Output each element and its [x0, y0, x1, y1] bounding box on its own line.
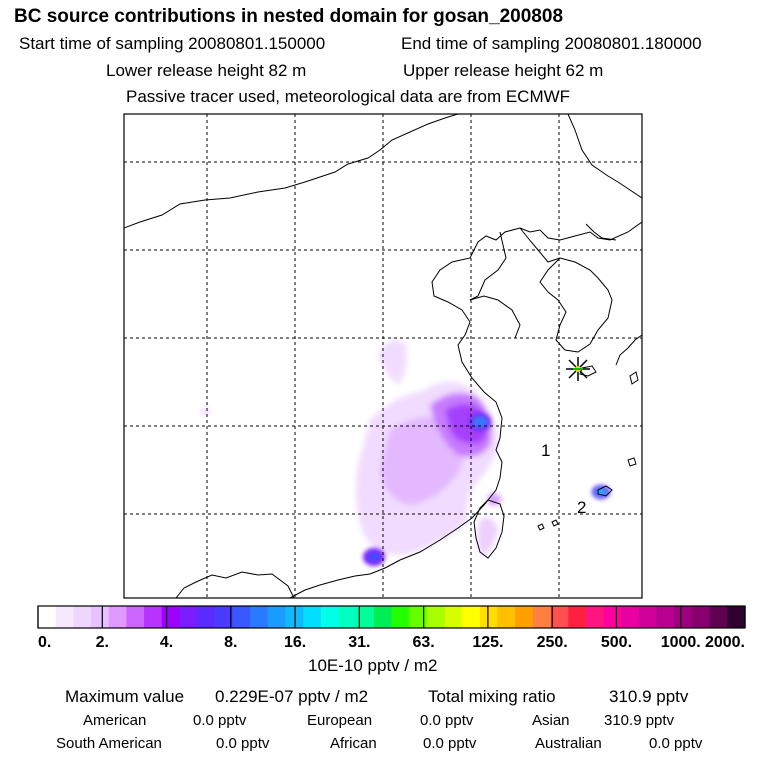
contribution-name-european: European: [307, 712, 373, 729]
colorbar-cell: [497, 606, 516, 628]
colorbar-tick-label: 16.: [284, 634, 306, 651]
total-mixing-value: 310.9 pptv: [609, 687, 689, 706]
colorbar-tick-label: 2000.: [705, 634, 745, 651]
contribution-name-african: African: [330, 735, 377, 752]
contribution-value-asian: 310.9 pptv: [604, 712, 675, 729]
colorbar-cell: [232, 606, 251, 628]
colorbar-tick-label: 2.: [96, 634, 109, 651]
colorbar-cell: [550, 606, 569, 628]
colorbar-tick-label: 1000.: [661, 634, 701, 651]
colorbar-cell: [426, 606, 446, 628]
colorbar-cell: [55, 606, 74, 628]
peak-label-2: 2: [577, 498, 586, 517]
contribution-name-american: American: [83, 712, 147, 729]
max-value-label: Maximum value: [65, 687, 185, 706]
contribution-name-australian: Australian: [535, 735, 602, 752]
colorbar-tick-label: 31.: [348, 634, 370, 651]
grid-lines: [124, 114, 642, 598]
colorbar-tick-label: 4.: [160, 634, 173, 651]
colorbar-cell: [179, 606, 198, 628]
colorbar-cell: [303, 606, 322, 628]
colorbar-cell: [38, 606, 57, 628]
map-frame: [123, 113, 643, 599]
colorbar-cell: [638, 606, 658, 628]
plume-mid: [380, 416, 464, 505]
colorbar-cell: [621, 606, 640, 628]
plume-field: [200, 339, 502, 556]
colorbar-cell: [338, 606, 357, 628]
upper-release-label: Upper release height 62 m: [403, 61, 604, 80]
colorbar-cells: [38, 606, 746, 628]
colorbar-cell: [267, 606, 287, 628]
plume-taiwan-patch: [477, 517, 498, 556]
peak-label-1: 1: [541, 441, 550, 460]
colorbar-cell: [356, 606, 375, 628]
max-value: 0.229E-07 pptv / m2: [215, 687, 369, 706]
colorbar-cell: [391, 606, 410, 628]
colorbar-cell: [656, 606, 675, 628]
colorbar-cell: [197, 606, 216, 628]
colorbar-cell: [674, 606, 693, 628]
contribution-value-european: 0.0 pptv: [420, 712, 474, 729]
colorbar-tick-label: 500.: [601, 634, 632, 651]
end-time-label: End time of sampling 20080801.180000: [401, 34, 702, 53]
colorbar-cell: [568, 606, 587, 628]
contribution-value-australian: 0.0 pptv: [649, 735, 703, 752]
contribution-name-south-american: South American: [56, 735, 162, 752]
coastlines: [124, 114, 642, 598]
contribution-value-south-american: 0.0 pptv: [216, 735, 270, 752]
start-time-label: Start time of sampling 20080801.150000: [19, 34, 326, 53]
colorbar-cell: [126, 606, 145, 628]
colorbar-cell: [532, 606, 552, 628]
colorbar-tick-label: 0.: [38, 634, 51, 651]
info-label: Passive tracer used, meteorological data…: [126, 87, 571, 106]
colorbar-tick-labels: 0. 2. 4. 8. 16. 31. 63. 125. 250. 500. 1000. 2000.: [38, 634, 745, 651]
colorbar-cell: [214, 606, 234, 628]
colorbar-cell: [479, 606, 499, 628]
colorbar-units: 10E-10 pptv / m2: [308, 656, 438, 675]
colorbar-cell: [144, 606, 163, 628]
colorbar-cell: [727, 606, 746, 628]
contribution-value-american: 0.0 pptv: [193, 712, 247, 729]
plume-north-patch: [378, 339, 407, 385]
colorbar-cell: [73, 606, 92, 628]
colorbar-ticks: [37, 606, 746, 628]
colorbar-cell: [108, 606, 127, 628]
colorbar-cell: [444, 606, 463, 628]
colorbar-tick-label: 63.: [413, 634, 435, 651]
colorbar-cell: [603, 606, 622, 628]
colorbar-cell: [91, 606, 110, 628]
lower-release-label: Lower release height 82 m: [106, 61, 307, 80]
colorbar-cell: [515, 606, 534, 628]
colorbar-tick-label: 250.: [537, 634, 568, 651]
colorbar-cell: [709, 606, 728, 628]
colorbar-cell: [691, 606, 711, 628]
chart-title: BC source contributions in nested domain…: [14, 6, 564, 27]
colorbar-cell: [320, 606, 340, 628]
colorbar-tick-label: 8.: [224, 634, 237, 651]
colorbar-cell: [409, 606, 428, 628]
colorbar-cell: [161, 606, 180, 628]
colorbar-tick-label: 125.: [472, 634, 503, 651]
colorbar-cell: [250, 606, 269, 628]
receptor-star-icon: [566, 357, 590, 381]
colorbar-cell: [373, 606, 393, 628]
total-mixing-label: Total mixing ratio: [428, 687, 556, 706]
contribution-value-african: 0.0 pptv: [423, 735, 477, 752]
colorbar-cell: [462, 606, 481, 628]
contribution-name-asian: Asian: [532, 712, 570, 729]
colorbar-cell: [585, 606, 605, 628]
